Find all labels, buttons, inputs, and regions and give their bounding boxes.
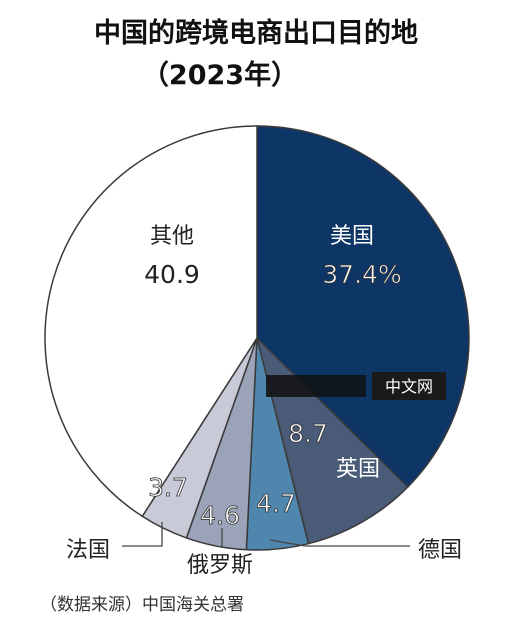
slice-category-label-germany: 德国 <box>418 538 462 563</box>
leader-line-germany <box>269 539 410 547</box>
slice-category-label-usa: 美国 <box>330 224 374 249</box>
leader-lines <box>122 522 410 548</box>
watermark-logo-mark <box>266 375 366 397</box>
slice-value-label-russia: 4.6 <box>200 501 240 530</box>
slice-category-label-russia: 俄罗斯 <box>187 553 253 578</box>
slice-value-label-usa: 37.4% <box>322 260 401 289</box>
chart-title: 中国的跨境电商出口目的地 <box>94 17 418 49</box>
leader-line-france <box>122 522 163 547</box>
slice-value-label-other: 40.9 <box>144 260 200 289</box>
watermark-site-text: 中文网 <box>385 377 433 396</box>
slice-category-label-other: 其他 <box>150 224 194 249</box>
watermark: 中文网 <box>266 372 446 400</box>
pie-slices <box>44 125 470 551</box>
slice-category-label-uk: 英国 <box>336 457 380 482</box>
chart-subtitle: （2023年） <box>142 59 298 91</box>
slice-value-label-france: 3.7 <box>148 473 188 502</box>
slice-value-label-germany: 4.7 <box>256 489 296 518</box>
watermark-site-box <box>372 372 446 400</box>
slice-category-label-france: 法国 <box>66 538 110 563</box>
pie-slice-other <box>44 125 258 518</box>
slice-labels: 美国 37.4% 英国 8.7 德国 4.7 俄罗斯 4.6 法国 3.7 其他 40.9 <box>66 224 462 578</box>
source-note: （数据来源）中国海关总署 <box>40 595 244 615</box>
slice-value-label-uk: 8.7 <box>288 419 328 448</box>
